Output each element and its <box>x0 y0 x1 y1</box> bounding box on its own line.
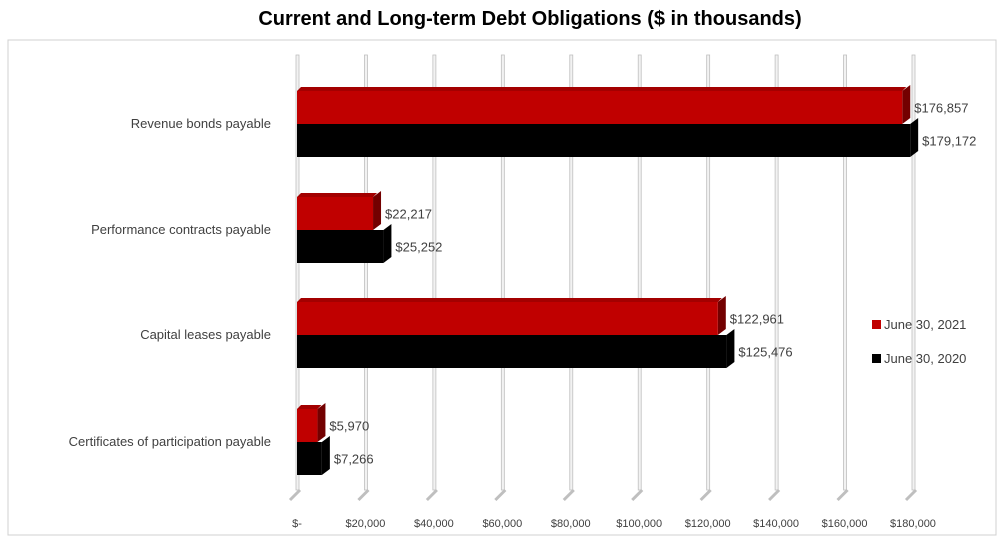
bar-side-face <box>321 436 330 475</box>
chart-title: Current and Long-term Debt Obligations (… <box>258 8 802 30</box>
bar <box>297 224 392 263</box>
x-tick-label: $20,000 <box>346 518 386 530</box>
gridline <box>911 54 916 491</box>
bar-top-face <box>297 193 378 197</box>
category-label: Performance contracts payable <box>91 222 271 237</box>
bar-side-face <box>383 224 392 263</box>
category-label: Capital leases payable <box>140 327 271 342</box>
gridline-floor <box>836 488 849 502</box>
gridline-floor <box>425 488 438 502</box>
gridline-floor <box>562 488 575 502</box>
gridline <box>500 54 505 491</box>
gridline <box>706 54 711 491</box>
gridline <box>364 54 368 491</box>
x-tick-label: $120,000 <box>685 518 731 530</box>
gridline-floor <box>699 488 712 502</box>
bar <box>297 329 735 368</box>
data-label: $125,476 <box>738 345 792 360</box>
category-label: Certificates of participation payable <box>69 434 271 449</box>
bar-front-face <box>297 230 384 263</box>
gridline-floor <box>357 488 370 502</box>
bar-front-face <box>297 442 322 475</box>
x-tick-label: $180,000 <box>890 518 936 530</box>
legend-label-2020: June 30, 2020 <box>884 351 967 367</box>
gridline <box>569 54 574 491</box>
x-tick-label: $- <box>292 518 302 530</box>
legend-item-2021: June 30, 2021 <box>872 316 966 332</box>
bar-top-face <box>297 405 322 409</box>
bar-front-face <box>297 91 903 124</box>
bar-side-face <box>317 403 326 442</box>
gridline <box>774 54 779 491</box>
bar-front-face <box>297 335 727 368</box>
bar <box>297 85 911 124</box>
bar-side-face <box>726 329 735 368</box>
bar-side-face <box>717 296 726 335</box>
bar <box>297 403 326 442</box>
bar <box>297 296 726 335</box>
legend-label-2021: June 30, 2021 <box>884 317 967 333</box>
gridline-floor <box>494 488 507 502</box>
x-tick-label: $40,000 <box>414 518 454 530</box>
bar-top-face <box>297 87 907 91</box>
bar <box>297 191 382 230</box>
bar-top-face <box>297 298 722 302</box>
bar-front-face <box>297 409 318 442</box>
data-label: $25,252 <box>395 240 442 255</box>
bar-side-face <box>910 118 919 157</box>
data-label: $176,857 <box>914 101 968 116</box>
bar-front-face <box>297 124 911 157</box>
data-label: $5,970 <box>329 419 369 434</box>
chart-frame <box>7 39 997 536</box>
x-tick-label: $100,000 <box>616 518 662 530</box>
data-label: $22,217 <box>385 207 432 222</box>
category-label: Revenue bonds payable <box>131 116 271 131</box>
gridline <box>432 54 437 491</box>
x-tick-label: $80,000 <box>551 518 591 530</box>
bar <box>297 436 330 475</box>
x-tick-label: $60,000 <box>482 518 522 530</box>
bar-front-face <box>297 302 718 335</box>
x-tick-label: $160,000 <box>822 518 868 530</box>
data-label: $122,961 <box>730 312 784 327</box>
legend-swatch-2020 <box>872 354 881 364</box>
bar <box>297 118 919 157</box>
gridline <box>843 54 847 491</box>
bar-side-face <box>373 191 382 230</box>
legend-item-2020: June 30, 2020 <box>872 350 966 366</box>
legend-swatch-2021 <box>872 320 881 330</box>
x-tick-label: $140,000 <box>753 518 799 530</box>
bar-front-face <box>297 197 374 230</box>
bar-side-face <box>902 85 911 124</box>
gridline <box>295 54 300 491</box>
gridline-floor <box>904 488 918 502</box>
data-label: $179,172 <box>922 134 976 149</box>
data-label: $7,266 <box>334 452 374 467</box>
gridline-floor <box>288 488 302 502</box>
gridline <box>637 54 642 491</box>
gridline-floor <box>631 488 644 502</box>
gridline-floor <box>768 488 781 502</box>
